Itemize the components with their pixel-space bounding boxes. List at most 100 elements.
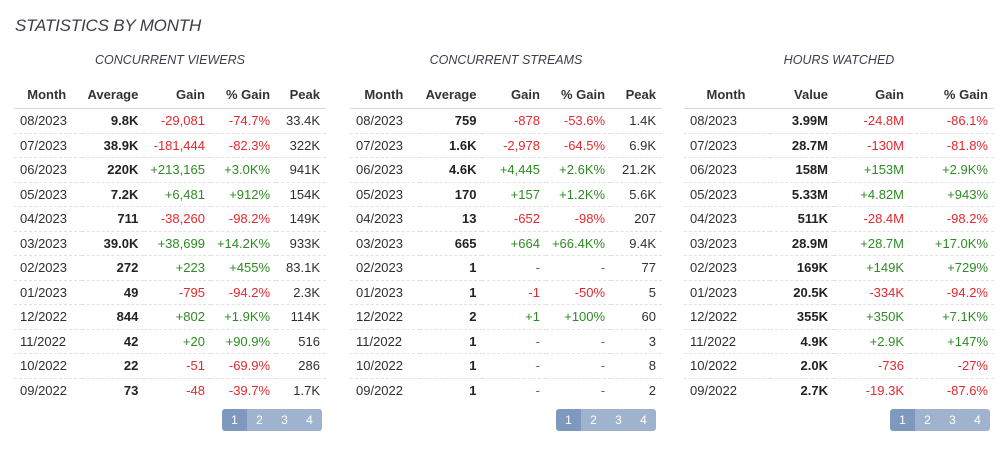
panel-title: HOURS WATCHED xyxy=(783,53,895,67)
column-header: Gain xyxy=(144,80,211,109)
average-cell: 42 xyxy=(81,329,145,354)
value-cell: 2.7K xyxy=(800,382,828,398)
gain-cell: +6,481 xyxy=(144,182,211,207)
month-cell: 09/2022 xyxy=(356,382,403,398)
percent-gain-cell: +729% xyxy=(910,255,994,281)
page-button-1[interactable]: 1 xyxy=(890,409,915,431)
peak-cell: 322K xyxy=(276,133,326,158)
page-button-3[interactable]: 3 xyxy=(272,409,297,431)
peak-cell: 286 xyxy=(276,353,326,379)
gain-cell: - xyxy=(482,329,546,354)
gain-cell: +38,699 xyxy=(144,231,211,256)
table-row: 11/2022 42 +20 +90.9% 516 xyxy=(14,329,326,354)
page-button-1[interactable]: 1 xyxy=(222,409,247,431)
month-cell: 08/2023 xyxy=(350,108,420,134)
month-cell: 04/2023 xyxy=(14,206,82,232)
value-cell: 5.33M xyxy=(770,182,834,207)
average-cell: 13 xyxy=(419,206,483,232)
average-cell: 1 xyxy=(469,382,477,398)
table-row: 04/2023 511K -28.4M -98.2% xyxy=(684,206,994,232)
column-header: Month xyxy=(684,80,770,109)
page-button-2[interactable]: 2 xyxy=(581,409,606,431)
page-title: STATISTICS BY MONTH xyxy=(15,16,202,35)
page-button-3[interactable]: 3 xyxy=(940,409,965,431)
month-cell: 09/2022 xyxy=(690,382,737,398)
peak-cell: 9.4K xyxy=(611,231,662,256)
table-row: 04/2023 13 -652 -98% 207 xyxy=(350,206,662,232)
column-header: Peak xyxy=(276,80,326,109)
table-row: 06/2023 220K +213,165 +3.0K% 941K xyxy=(14,157,326,183)
value-cell: 511K xyxy=(770,206,834,232)
peak-cell: 149K xyxy=(276,206,326,232)
page-button-4[interactable]: 4 xyxy=(965,409,990,431)
percent-gain-cell: -39.7% xyxy=(228,382,271,398)
peak-cell: 60 xyxy=(611,304,662,330)
gain-cell: -51 xyxy=(144,353,211,379)
page-button-2[interactable]: 2 xyxy=(247,409,272,431)
gain-cell: +2.9K xyxy=(834,329,910,354)
percent-gain-cell: -74.7% xyxy=(210,108,277,134)
value-cell: 28.9M xyxy=(770,231,834,256)
percent-gain-cell: +912% xyxy=(210,182,277,207)
table-row: 04/2023 711 -38,260 -98.2% 149K xyxy=(14,206,326,232)
table-row: 10/2022 2.0K -736 -27% xyxy=(684,353,994,379)
table-row: 03/2023 28.9M +28.7M +17.0K% xyxy=(684,231,994,256)
table-row: 10/2022 1- -8 xyxy=(350,353,662,379)
month-cell: 02/2023 xyxy=(14,255,82,281)
table-row: 06/2023 4.6K +4,445 +2.6K% 21.2K xyxy=(350,157,662,183)
table-row: 05/2023 5.33M +4.82M +943% xyxy=(684,182,994,207)
page-button-1[interactable]: 1 xyxy=(556,409,581,431)
peak-cell: 3 xyxy=(611,329,662,354)
column-header: Month xyxy=(14,80,82,109)
percent-gain-cell: -82.3% xyxy=(210,133,277,158)
column-header: Average xyxy=(419,80,483,109)
average-cell: 1 xyxy=(419,255,483,281)
month-cell: 12/2022 xyxy=(14,304,82,330)
column-header: % Gain xyxy=(545,80,612,109)
month-cell: 02/2023 xyxy=(684,255,770,281)
average-cell: 1 xyxy=(419,329,483,354)
table-row: 02/2023 169K +149K +729% xyxy=(684,255,994,281)
page-button-3[interactable]: 3 xyxy=(606,409,631,431)
table-row: 07/2023 38.9K -181,444 -82.3% 322K xyxy=(14,133,326,158)
gain-cell: -29,081 xyxy=(144,108,211,134)
gain-cell: -334K xyxy=(834,280,910,305)
percent-gain-cell: -53.6% xyxy=(545,108,612,134)
peak-cell: 1.7K xyxy=(293,382,320,398)
percent-gain-cell: +147% xyxy=(910,329,994,354)
month-cell: 08/2023 xyxy=(684,108,770,134)
peak-cell: 33.4K xyxy=(276,108,326,134)
percent-gain-cell: -87.6% xyxy=(946,382,988,398)
gain-cell: +223 xyxy=(144,255,211,281)
table-row: 02/2023 1- -77 xyxy=(350,255,662,281)
column-header: Gain xyxy=(834,80,910,109)
month-cell: 07/2023 xyxy=(14,133,82,158)
percent-gain-cell: -94.2% xyxy=(210,280,277,305)
percent-gain-cell: -98.2% xyxy=(910,206,994,232)
month-cell: 05/2023 xyxy=(684,182,770,207)
value-cell: 28.7M xyxy=(770,133,834,158)
average-cell: 9.8K xyxy=(81,108,145,134)
average-cell: 4.6K xyxy=(419,157,483,183)
page-button-4[interactable]: 4 xyxy=(297,409,322,431)
table-row: 09/2022 2.7K -19.3K -87.6% xyxy=(684,378,994,402)
month-cell: 03/2023 xyxy=(14,231,82,256)
gain-cell: -19.3K xyxy=(865,382,904,398)
value-cell: 158M xyxy=(770,157,834,183)
page-button-4[interactable]: 4 xyxy=(631,409,656,431)
gain-cell: +153M xyxy=(834,157,910,183)
average-cell: 2 xyxy=(419,304,483,330)
table-row: 02/2023 272 +223 +455% 83.1K xyxy=(14,255,326,281)
percent-gain-cell: +2.9K% xyxy=(910,157,994,183)
gain-cell: - xyxy=(482,255,546,281)
percent-gain-cell: - xyxy=(545,353,612,379)
percent-gain-cell: -69.9% xyxy=(210,353,277,379)
month-cell: 09/2022 xyxy=(20,382,67,398)
table-row: 12/2022 355K +350K +7.1K% xyxy=(684,304,994,330)
page-button-2[interactable]: 2 xyxy=(915,409,940,431)
average-cell: 1.6K xyxy=(419,133,483,158)
percent-gain-cell: +17.0K% xyxy=(910,231,994,256)
gain-cell: -181,444 xyxy=(144,133,211,158)
